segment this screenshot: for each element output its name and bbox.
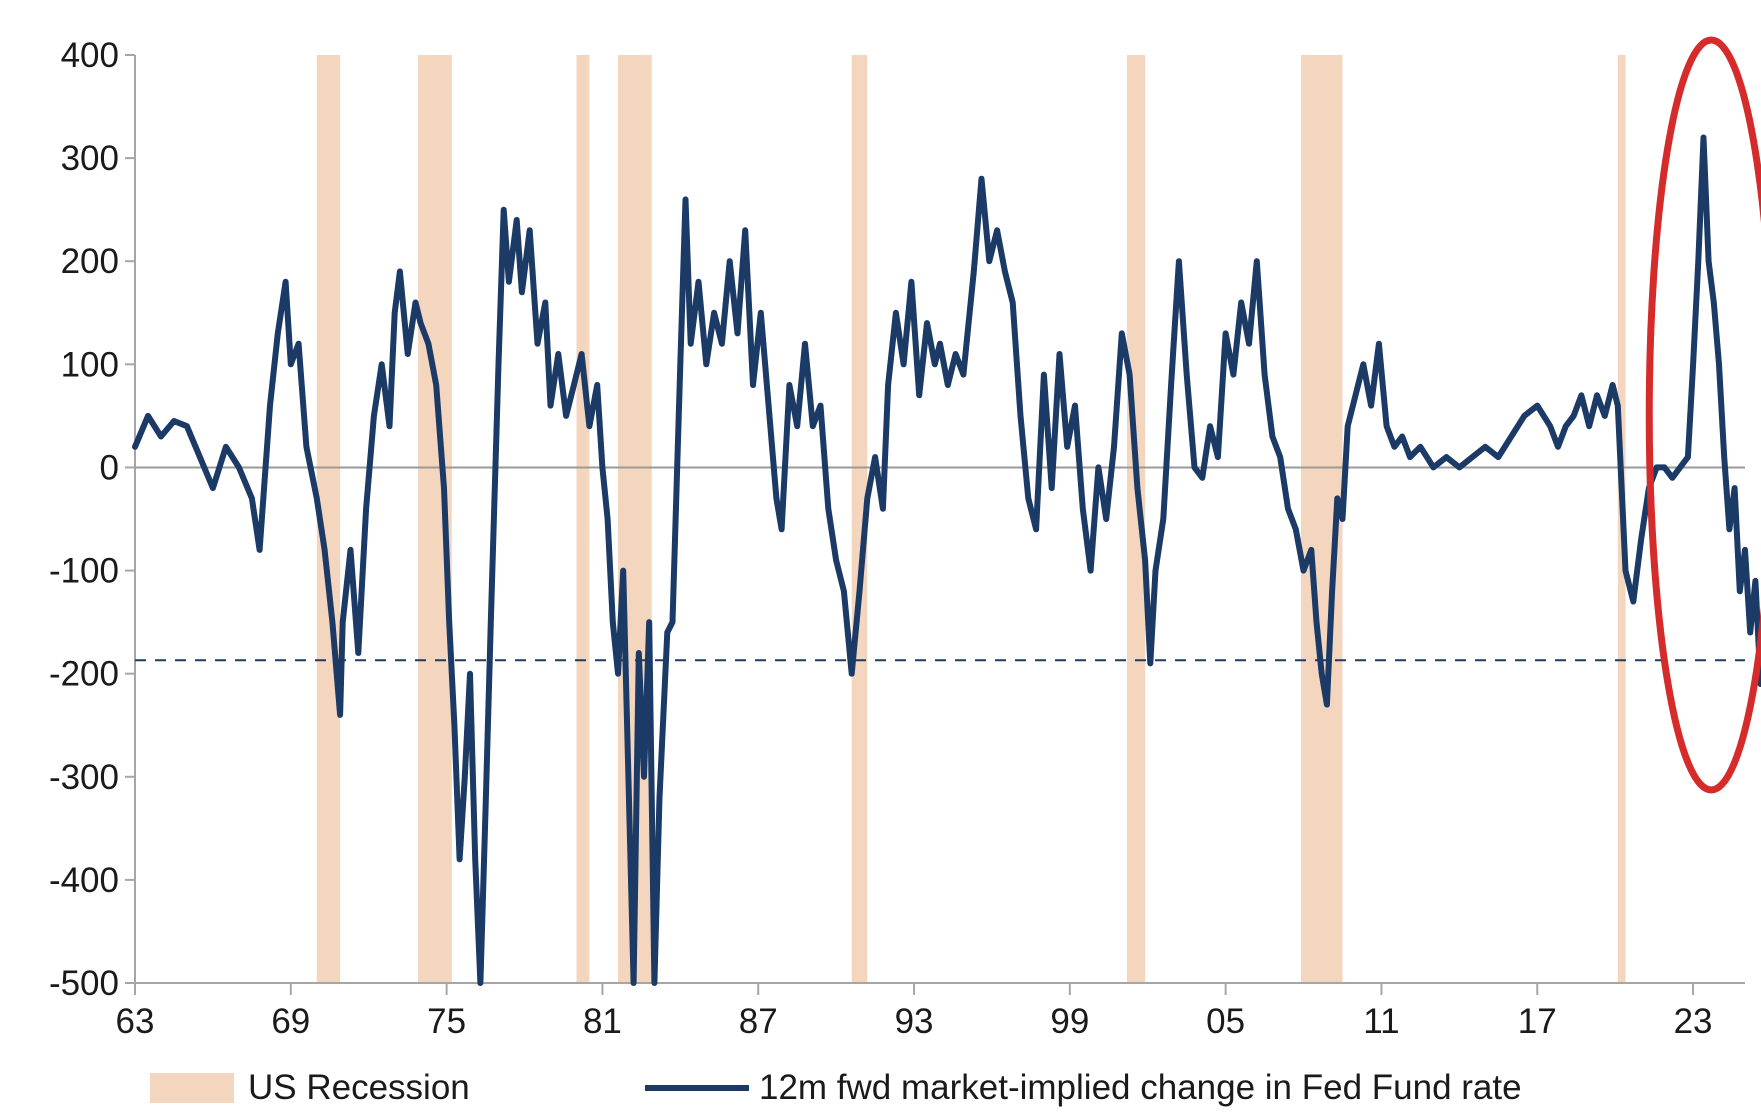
x-tick-label: 87 [739, 1002, 778, 1041]
y-tick-label: 100 [61, 345, 119, 384]
y-tick-label: 300 [61, 139, 119, 178]
x-tick-label: 75 [427, 1002, 466, 1041]
recession-band-0 [316, 55, 341, 983]
x-tick-label: 69 [271, 1002, 310, 1041]
y-tick-label: 0 [100, 448, 119, 487]
x-tick-label: 05 [1206, 1002, 1245, 1041]
axes [125, 54, 1745, 995]
y-tick-label: -200 [49, 655, 119, 694]
recession-band-5 [1126, 55, 1146, 983]
annotation-group [1645, 36, 1761, 794]
series-group [132, 134, 1761, 986]
legend: US Recession 12m fwd market-implied chan… [0, 1068, 1761, 1110]
legend-swatch-recession [150, 1073, 234, 1103]
annotation-ellipse [1645, 36, 1761, 794]
y-tick-label: -100 [49, 552, 119, 591]
x-tick-label: 17 [1518, 1002, 1557, 1041]
legend-swatch-series [645, 1085, 749, 1091]
y-tick-label: 400 [61, 36, 119, 75]
x-tick-label: 81 [583, 1002, 622, 1041]
series-line-0 [132, 134, 1761, 986]
legend-label-series: 12m fwd market-implied change in Fed Fun… [759, 1068, 1522, 1107]
x-tick-label: 99 [1050, 1002, 1089, 1041]
x-tick-label: 63 [116, 1002, 155, 1041]
legend-item-series: 12m fwd market-implied change in Fed Fun… [645, 1068, 1522, 1108]
y-tick-label: -300 [49, 758, 119, 797]
x-tick-label: 11 [1363, 1002, 1399, 1041]
y-tick-label: -400 [49, 861, 119, 900]
recession-bands [316, 55, 1626, 983]
x-tick-label: 23 [1674, 1002, 1713, 1041]
y-tick-label: 200 [61, 242, 119, 281]
legend-item-recession: US Recession [150, 1068, 470, 1108]
recession-band-4 [851, 55, 868, 983]
legend-label-recession: US Recession [248, 1068, 470, 1107]
x-tick-label: 93 [895, 1002, 934, 1041]
y-tick-label: -500 [49, 964, 119, 1003]
recession-band-2 [576, 55, 590, 983]
